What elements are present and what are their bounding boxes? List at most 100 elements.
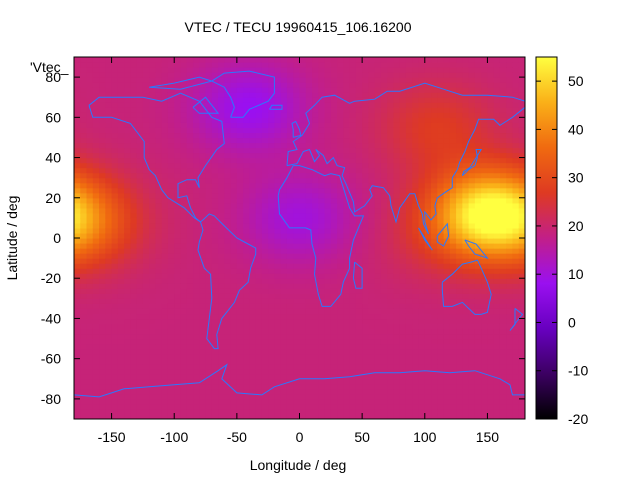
heatmap-cell [92,268,100,274]
heatmap-cell [211,167,219,174]
heatmap-cell [130,127,138,134]
heatmap-cell [274,152,282,159]
heatmap-cell [249,383,257,390]
heatmap-cell [280,258,288,264]
heatmap-cell [399,202,407,209]
heatmap-cell [487,263,495,269]
heatmap-cell [274,373,282,380]
heatmap-cell [424,137,432,144]
heatmap-cell [286,187,294,194]
heatmap-cell [149,283,157,289]
heatmap-cell [149,353,157,360]
heatmap-cell [211,298,219,304]
heatmap-cell [218,102,225,108]
heatmap-cell [412,243,420,249]
heatmap-cell [99,338,106,345]
heatmap-cell [368,303,376,309]
heatmap-cell [274,363,282,370]
heatmap-cell [149,147,157,154]
heatmap-cell [330,283,338,289]
heatmap-cell [124,67,131,73]
heatmap-cell [105,107,113,113]
heatmap-cell [412,268,420,274]
heatmap-cell [393,343,401,350]
heatmap-cell [362,102,369,108]
heatmap-cell [249,388,257,395]
heatmap-cell [387,147,395,154]
heatmap-cell [374,77,382,83]
heatmap-cell [268,263,276,269]
heatmap-cell [186,72,194,78]
heatmap-cell [437,67,445,73]
heatmap-cell [286,318,294,325]
heatmap-cell [186,227,194,234]
heatmap-cell [368,97,376,103]
heatmap-cell [374,313,382,320]
heatmap-cell [443,72,451,78]
heatmap-cell [180,323,188,330]
heatmap-cell [142,278,150,284]
heatmap-cell [74,243,81,249]
heatmap-cell [74,222,81,229]
heatmap-cell [412,348,420,355]
heatmap-cell [387,67,395,73]
heatmap-cell [255,238,263,244]
heatmap-cell [86,192,94,199]
heatmap-cell [230,253,238,259]
heatmap-cell [299,278,307,284]
heatmap-cell [117,162,125,169]
heatmap-cell [368,288,376,294]
heatmap-cell [493,263,501,269]
heatmap-cell [305,368,313,375]
heatmap-cell [199,293,207,299]
heatmap-cell [293,403,301,410]
heatmap-cell [230,243,238,249]
heatmap-cell [230,92,238,98]
heatmap-cell [224,62,232,68]
heatmap-cell [142,343,150,350]
heatmap-cell [193,92,200,98]
heatmap-cell [92,358,100,365]
heatmap-cell [74,102,81,108]
heatmap-cell [261,283,269,289]
heatmap-cell [243,202,250,209]
heatmap-cell [136,338,144,345]
heatmap-cell [249,222,257,229]
heatmap-cell [211,157,219,164]
heatmap-cell [261,142,269,149]
heatmap-cell [468,368,476,375]
heatmap-cell [255,408,263,415]
heatmap-cell [236,107,244,113]
heatmap-cell [312,132,319,139]
heatmap-cell [149,313,157,320]
heatmap-cell [330,207,338,214]
heatmap-cell [211,97,219,103]
heatmap-cell [205,107,213,113]
heatmap-cell [236,212,244,219]
heatmap-cell [343,333,351,340]
heatmap-cell [368,318,376,325]
heatmap-cell [293,348,301,355]
heatmap-cell [86,152,94,159]
heatmap-cell [130,393,138,400]
heatmap-cell [74,127,81,134]
heatmap-cell [405,288,413,294]
heatmap-cell [299,182,307,189]
heatmap-cell [142,403,150,410]
heatmap-cell [493,293,501,299]
heatmap-cell [268,393,276,400]
heatmap-cell [105,333,113,340]
heatmap-cell [418,403,426,410]
heatmap-cell [105,147,113,154]
heatmap-cell [368,142,376,149]
heatmap-cell [218,393,225,400]
heatmap-cell [462,298,470,304]
heatmap-cell [293,192,301,199]
heatmap-cell [499,177,507,184]
heatmap-cell [117,333,125,340]
heatmap-cell [462,217,470,224]
heatmap-cell [443,177,451,184]
heatmap-cell [149,142,157,149]
heatmap-cell [111,353,119,360]
heatmap-cell [362,373,369,380]
